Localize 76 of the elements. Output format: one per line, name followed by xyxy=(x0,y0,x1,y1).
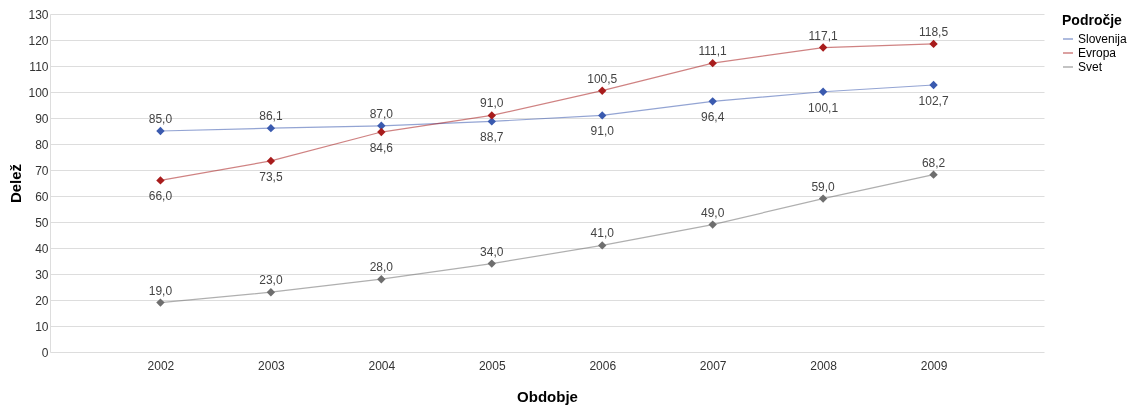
point xyxy=(708,220,717,229)
point xyxy=(818,43,828,52)
data-label: 87,0 xyxy=(369,106,394,121)
point xyxy=(708,58,717,68)
data-label: 23,0 xyxy=(259,273,283,288)
data-label: 68,2 xyxy=(921,155,946,170)
y-axis-title: Delež xyxy=(7,163,25,204)
data-label: 59,0 xyxy=(811,179,836,194)
data-label: 49,0 xyxy=(700,205,725,220)
data-label: 86,1 xyxy=(259,109,283,124)
data-label: 100,5 xyxy=(587,71,618,86)
point xyxy=(487,111,496,120)
data-label: 91,0 xyxy=(480,96,504,111)
point xyxy=(929,170,938,179)
x-tick-label: 2002 xyxy=(147,358,175,373)
x-tick-label: 2004 xyxy=(368,358,396,373)
legend-title: Področje xyxy=(1062,12,1123,28)
data-label: 85,0 xyxy=(148,112,173,126)
y-tick-label: 70 xyxy=(35,163,49,178)
point xyxy=(377,127,386,137)
point xyxy=(598,86,607,95)
x-tick-label: 2007 xyxy=(699,358,727,373)
point xyxy=(266,156,276,166)
x-tick-label: 2005 xyxy=(478,358,506,373)
y-tick-label: 100 xyxy=(28,85,49,100)
y-tick-label: 120 xyxy=(28,33,49,48)
data-label: 96,4 xyxy=(700,110,725,125)
y-tick-label: 90 xyxy=(35,111,49,126)
point xyxy=(156,298,165,307)
x-tick-label: 2008 xyxy=(810,358,838,373)
data-label: 28,0 xyxy=(369,260,394,275)
x-tick-label: 2006 xyxy=(589,358,617,373)
data-label: 84,6 xyxy=(369,141,394,156)
data-label: 19,0 xyxy=(148,283,173,298)
x-tick-label: 2003 xyxy=(258,358,286,373)
y-tick-label: 130 xyxy=(28,7,49,22)
y-tick-label: 20 xyxy=(35,293,49,308)
point xyxy=(266,123,276,133)
x-tick-label: 2009 xyxy=(920,358,948,373)
y-tick-label: 110 xyxy=(29,59,49,74)
point xyxy=(156,126,165,136)
data-label: 66,0 xyxy=(148,189,173,204)
point xyxy=(818,87,828,96)
y-tick-label: 10 xyxy=(35,319,49,334)
data-label: 73,5 xyxy=(259,169,283,184)
point xyxy=(598,111,607,120)
data-label: 102,7 xyxy=(918,93,949,108)
point xyxy=(929,80,938,90)
point xyxy=(266,288,276,297)
data-label: 111,1 xyxy=(698,44,728,59)
data-label: 41,0 xyxy=(590,226,615,241)
point xyxy=(598,241,607,250)
y-tick-label: 30 xyxy=(35,267,49,282)
point xyxy=(156,176,165,185)
data-label: 100,1 xyxy=(808,100,839,115)
point xyxy=(377,275,386,284)
point xyxy=(708,97,717,106)
y-tick-label: 40 xyxy=(35,241,49,256)
y-tick-label: 80 xyxy=(35,137,49,152)
point xyxy=(818,194,828,203)
y-tick-label: 0 xyxy=(41,345,49,360)
data-label: 88,7 xyxy=(480,130,504,145)
point xyxy=(487,117,496,126)
legend-label: Evropa xyxy=(1078,46,1117,60)
legend-label: Svet xyxy=(1078,60,1103,74)
data-label: 117,1 xyxy=(808,28,839,43)
data-label: 118,5 xyxy=(918,24,949,39)
x-axis-title: Obdobje xyxy=(517,387,578,405)
legend-label: Slovenija xyxy=(1078,32,1128,46)
point xyxy=(487,259,496,268)
data-label: 91,0 xyxy=(590,124,615,139)
point xyxy=(929,39,938,49)
point xyxy=(377,121,386,130)
y-tick-label: 50 xyxy=(35,215,49,230)
data-label: 34,0 xyxy=(480,244,504,259)
y-tick-label: 60 xyxy=(35,189,49,204)
